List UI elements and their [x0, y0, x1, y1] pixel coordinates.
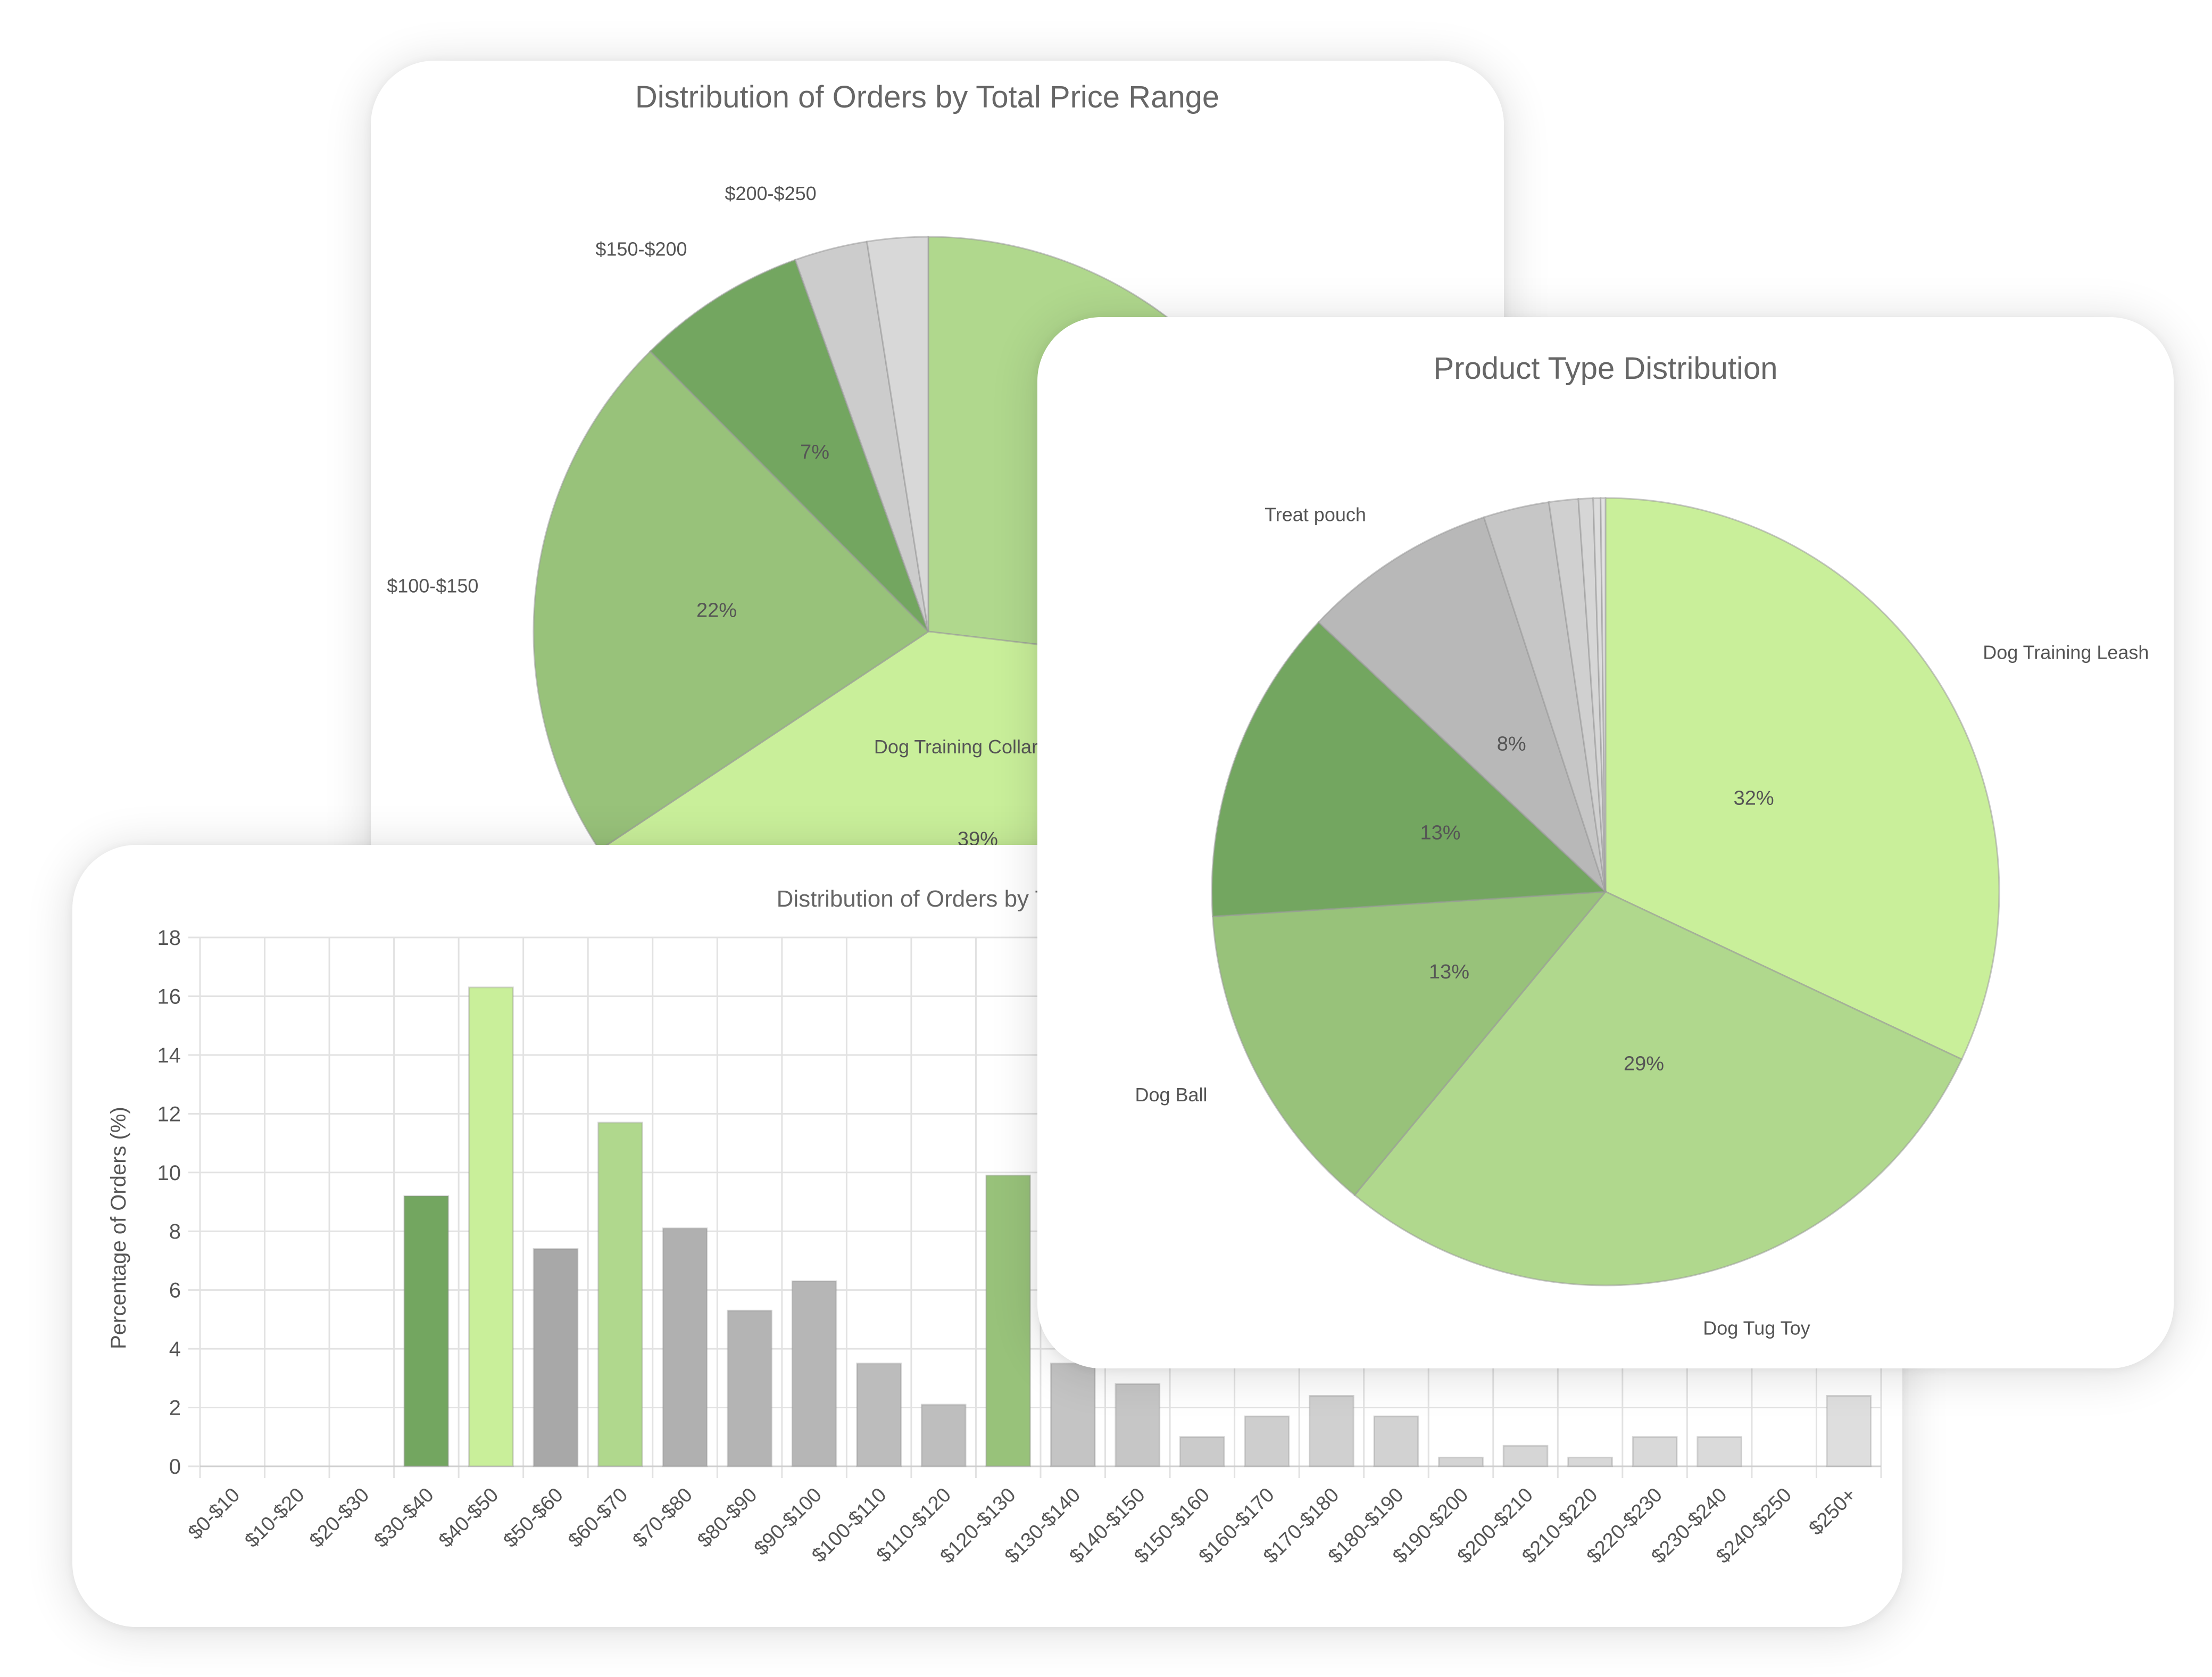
- bar-30-40: [403, 1195, 450, 1467]
- bar-y-tick-label: 16: [157, 985, 181, 1008]
- bar-y-tick-label: 6: [169, 1279, 181, 1302]
- bar-x-tick-label: $60-$70: [564, 1484, 632, 1552]
- product-pie-slice-dog-training-leash: [1604, 497, 2000, 1061]
- bar-x-tick-label: $70-$80: [629, 1484, 697, 1552]
- price-range-pie-title: Distribution of Orders by Total Price Ra…: [635, 80, 1219, 114]
- product-pie-pct-dog-training-leash: 32%: [1734, 787, 1774, 809]
- product-pie-slice-treat-pouch: [1317, 516, 1607, 893]
- bar-150-160: [1179, 1436, 1225, 1467]
- bar-160-170: [1244, 1415, 1290, 1467]
- price-pie-slice-250: [866, 236, 929, 632]
- bar-90-100: [791, 1280, 837, 1467]
- bar-40-50: [468, 986, 514, 1467]
- product-pie-slice-dog-training-collar: [1211, 621, 1608, 918]
- bar-130-140: [1050, 1363, 1096, 1467]
- price-pie-pct-150-200: 7%: [800, 441, 829, 463]
- price-pie-label-150-200: $150-$200: [595, 238, 687, 260]
- bar-y-tick-label: 14: [157, 1044, 181, 1067]
- bar-180-190: [1373, 1415, 1419, 1467]
- bar-x-tick-label: $50-$60: [500, 1484, 568, 1552]
- bar-120-130: [985, 1174, 1032, 1467]
- bar-x-tick-label: $250+: [1804, 1484, 1860, 1540]
- bar-x-tick-label: $20-$30: [305, 1484, 373, 1552]
- bar-100-110: [856, 1363, 902, 1467]
- bar-y-tick-label: 10: [157, 1161, 181, 1185]
- product-pie-slice-dog-tug-toy: [1353, 891, 1963, 1286]
- product-type-pie-title: Product Type Distribution: [1434, 351, 1778, 386]
- product-pie-label-dog-tug-toy: Dog Tug Toy: [1703, 1317, 1810, 1339]
- bar-x-tick-label: $80-$90: [693, 1484, 761, 1552]
- product-type-pie-chart: Product Type Distribution 32% Dog Trainin…: [1135, 351, 2149, 1339]
- price-range-bar-chart: Distribution of Orders by T 0 2 4 6 8 10 12 14 1…: [107, 886, 1882, 1568]
- bar-170-180: [1309, 1394, 1354, 1467]
- bar-y-tick-label: 8: [169, 1220, 181, 1243]
- bar-y-axis-label: Percentage of Orders (%): [107, 1107, 130, 1349]
- product-type-pie-card: Product Type Distribution 32% Dog Trainin…: [1037, 317, 2174, 1368]
- bar-140-150: [1115, 1383, 1161, 1467]
- product-pie-slice-other-5: [1600, 497, 1607, 892]
- price-pie-label-200-250: $200-$250: [725, 182, 816, 204]
- price-range-bar-title: Distribution of Orders by T: [777, 886, 1050, 912]
- bar-y-tick-label: 12: [157, 1102, 181, 1126]
- bar-230-240: [1697, 1436, 1742, 1467]
- product-pie-pct-treat-pouch: 8%: [1497, 733, 1526, 756]
- bar-x-tick-label: $0-$10: [184, 1484, 244, 1544]
- product-pie-slice-dog-ball: [1211, 891, 1608, 1197]
- bar-190-200: [1438, 1456, 1484, 1467]
- bar-110-120: [920, 1404, 967, 1467]
- product-pie-label-dog-ball: Dog Ball: [1135, 1084, 1207, 1106]
- product-pie-pct-dog-training-collar: 13%: [1420, 822, 1460, 844]
- bar-60-70: [597, 1122, 643, 1467]
- bar-x-tick-label: $40-$50: [435, 1484, 503, 1552]
- price-pie-pct-100-150: 22%: [696, 600, 737, 622]
- bar-x-tick-label: $30-$40: [370, 1484, 438, 1552]
- bar-70-80: [662, 1227, 708, 1467]
- bar-y-tick-label: 2: [169, 1397, 181, 1420]
- bar-y-tick-label: 0: [169, 1455, 181, 1479]
- bar-220-230: [1632, 1436, 1678, 1467]
- price-pie-callout-dog-training-collar: Dog Training Collar: [874, 736, 1038, 758]
- bar-250: [1826, 1394, 1872, 1467]
- product-pie-label-treat-pouch: Treat pouch: [1265, 503, 1366, 525]
- price-pie-slice-150-200: [649, 259, 929, 633]
- bar-50-60: [533, 1248, 579, 1467]
- bar-210-220: [1567, 1456, 1613, 1467]
- price-pie-slice-100-150: [533, 350, 930, 851]
- product-pie-pct-dog-tug-toy: 29%: [1624, 1052, 1664, 1075]
- price-pie-label-100-150: $100-$150: [387, 575, 478, 596]
- bar-y-tick-label: 4: [169, 1338, 181, 1361]
- bar-x-tick-label: $10-$20: [240, 1484, 309, 1552]
- bar-y-tick-label: 18: [157, 926, 181, 950]
- bar-200-210: [1502, 1444, 1549, 1467]
- product-pie-pct-dog-ball: 13%: [1429, 961, 1469, 983]
- product-pie-label-dog-training-leash: Dog Training Leash: [1983, 642, 2149, 663]
- bar-80-90: [727, 1309, 772, 1467]
